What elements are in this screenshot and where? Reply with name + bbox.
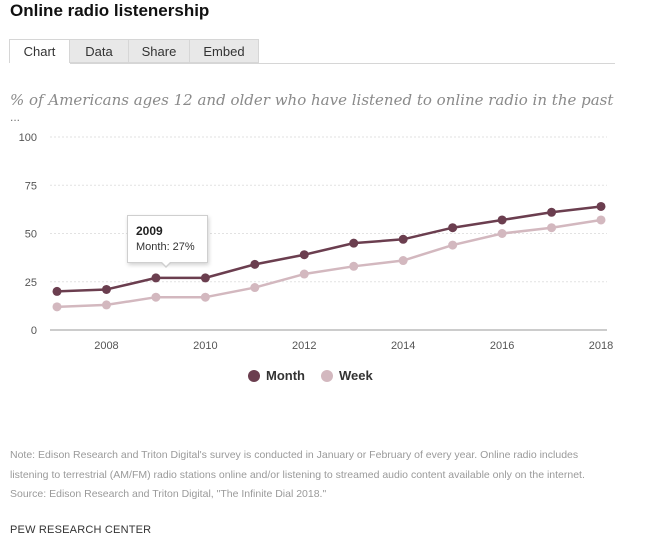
note-line: Note: Edison Research and Triton Digital… [10,449,579,461]
tab-divider [70,63,615,64]
x-tick-label: 2016 [490,340,514,352]
legend-item-week[interactable]: Week [320,368,373,383]
data-point-month [349,238,359,248]
legend-label-week: Week [338,368,373,383]
y-tick-label: 75 [25,180,37,192]
data-point-month [52,286,62,296]
x-tick-label: 2012 [292,340,316,352]
data-point-month [151,273,161,283]
x-tick-label: 2010 [193,340,217,352]
tab-chart[interactable]: Chart [9,39,69,63]
tab-data[interactable]: Data [69,39,128,63]
chart-title: Online radio listenership [10,1,210,20]
series-line-week [56,218,602,309]
data-point-week [250,283,260,293]
chart-subtitle: % of Americans ages 12 and older who hav… [10,91,614,109]
data-point-month [200,273,210,283]
y-tick-label: 0 [31,325,37,337]
data-point-month [448,223,458,233]
data-point-month [250,259,260,269]
data-point-week [151,292,161,302]
data-point-month [547,207,557,217]
subtitle-ellipsis: ... [10,110,21,124]
tab-embed[interactable]: Embed [189,39,259,63]
legend-swatch-month [248,369,260,382]
tab-share[interactable]: Share [128,39,189,63]
data-point-month [596,201,606,211]
data-point-week [547,223,557,233]
y-tick-label: 100 [19,132,37,144]
data-tooltip: 2009 Month: 27% [127,215,208,263]
data-point-week [200,292,210,302]
y-tick-label: 25 [25,277,37,289]
data-point-week [596,215,606,225]
data-point-month [497,215,507,225]
data-point-week [497,229,507,238]
x-tick-label: 2008 [94,340,118,352]
note-line: listening to terrestrial (AM/FM) radio s… [10,468,585,481]
x-tick-label: 2014 [391,340,415,352]
line-chart: 0 25 50 75 100 2008 2010 2012 2014 2016 2018 [19,132,614,352]
tab-bar: Chart Data Share Embed [9,39,259,64]
legend-swatch-week [320,369,333,382]
data-point-week [398,256,408,266]
x-tick-label: 2018 [589,340,613,352]
chart-notes: Note: Edison Research and Triton Digital… [10,446,610,505]
data-point-month [398,234,408,244]
legend-label-month: Month [266,368,305,383]
tooltip-pointer-fill [161,261,171,266]
data-point-month [101,284,111,294]
source-line: Source: Edison Research and Triton Digit… [10,488,327,500]
data-point-week [52,302,62,312]
tooltip-value: Month: 27% [136,241,195,253]
publisher-credit: PEW RESEARCH CENTER [10,524,152,536]
data-point-week [299,269,309,279]
data-point-week [448,240,458,250]
data-point-week [101,300,111,310]
legend-item-month[interactable]: Month [248,368,305,383]
series-line-month [56,205,602,293]
tooltip-year: 2009 [136,224,163,238]
chart-legend: Month Week [248,368,389,383]
y-tick-label: 50 [25,229,37,241]
data-point-week [349,261,359,271]
data-point-month [299,250,309,260]
